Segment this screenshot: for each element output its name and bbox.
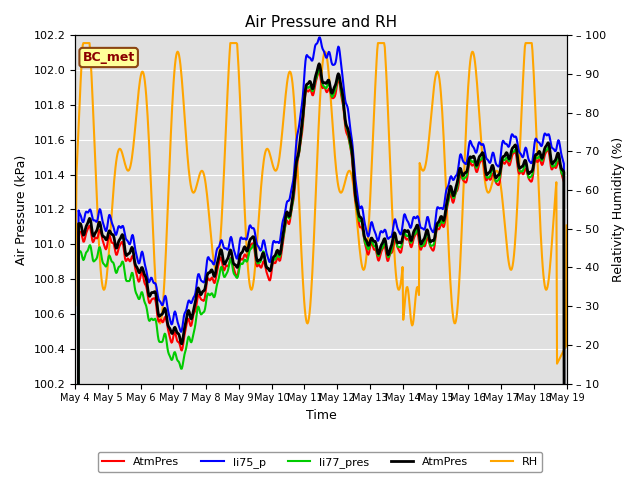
- X-axis label: Time: Time: [305, 409, 336, 422]
- Text: BC_met: BC_met: [83, 51, 135, 64]
- Y-axis label: Relativity Humidity (%): Relativity Humidity (%): [612, 137, 625, 282]
- Legend: AtmPres, li75_p, li77_pres, AtmPres, RH: AtmPres, li75_p, li77_pres, AtmPres, RH: [97, 452, 543, 472]
- Y-axis label: Air Pressure (kPa): Air Pressure (kPa): [15, 154, 28, 264]
- Title: Air Pressure and RH: Air Pressure and RH: [245, 15, 397, 30]
